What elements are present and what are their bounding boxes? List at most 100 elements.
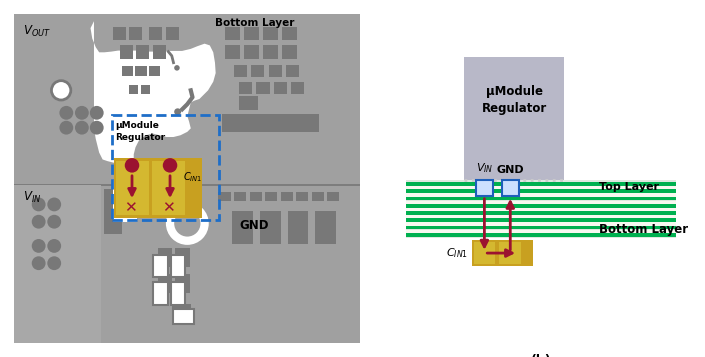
Circle shape bbox=[174, 108, 181, 115]
Text: $C_{IN1}$: $C_{IN1}$ bbox=[183, 170, 203, 183]
Bar bbox=[406, 208, 676, 211]
Circle shape bbox=[174, 65, 180, 71]
Bar bbox=[173, 309, 195, 324]
Text: GND: GND bbox=[496, 165, 524, 175]
Bar bbox=[15, 185, 101, 343]
Bar bbox=[222, 114, 319, 132]
Circle shape bbox=[75, 106, 89, 120]
Bar bbox=[171, 282, 185, 305]
Text: ✕: ✕ bbox=[162, 200, 175, 215]
Bar bbox=[476, 180, 493, 196]
Text: $V_{IN}$: $V_{IN}$ bbox=[23, 190, 42, 205]
Bar bbox=[406, 215, 676, 218]
Bar bbox=[406, 233, 676, 237]
Circle shape bbox=[90, 121, 104, 135]
Circle shape bbox=[90, 106, 104, 120]
Circle shape bbox=[32, 215, 46, 228]
Bar bbox=[113, 27, 126, 40]
Text: $C_{IN1}$: $C_{IN1}$ bbox=[446, 246, 468, 260]
Circle shape bbox=[174, 210, 200, 237]
Bar bbox=[153, 45, 166, 59]
Text: (b): (b) bbox=[531, 354, 551, 357]
Circle shape bbox=[125, 158, 140, 173]
Circle shape bbox=[59, 121, 73, 135]
Bar bbox=[269, 65, 282, 77]
Bar bbox=[406, 186, 676, 190]
Bar bbox=[406, 182, 676, 186]
Circle shape bbox=[47, 197, 61, 211]
Text: Top Layer: Top Layer bbox=[599, 182, 659, 192]
Bar bbox=[135, 66, 147, 76]
Bar bbox=[260, 211, 281, 244]
Circle shape bbox=[47, 215, 61, 228]
Bar bbox=[265, 192, 277, 201]
Bar bbox=[274, 82, 287, 94]
Bar bbox=[149, 66, 160, 76]
Bar bbox=[283, 27, 297, 40]
Bar bbox=[312, 192, 324, 201]
Bar bbox=[245, 27, 259, 40]
Bar bbox=[166, 27, 178, 40]
Circle shape bbox=[32, 256, 46, 270]
Text: Bottom Layer: Bottom Layer bbox=[215, 18, 295, 28]
Bar bbox=[234, 192, 246, 201]
Bar bbox=[158, 273, 173, 293]
Bar bbox=[406, 204, 676, 208]
Bar bbox=[315, 211, 336, 244]
Bar bbox=[176, 248, 190, 267]
Bar bbox=[154, 255, 168, 277]
Bar bbox=[112, 115, 219, 220]
Circle shape bbox=[47, 239, 61, 253]
Bar bbox=[501, 180, 519, 196]
Circle shape bbox=[166, 202, 209, 245]
Bar bbox=[129, 27, 142, 40]
Bar bbox=[406, 201, 676, 204]
Bar bbox=[264, 27, 278, 40]
Bar bbox=[472, 240, 534, 266]
Bar bbox=[406, 189, 676, 193]
Circle shape bbox=[59, 106, 73, 120]
Bar bbox=[226, 45, 240, 59]
Bar bbox=[239, 82, 252, 94]
Bar bbox=[406, 230, 676, 233]
Circle shape bbox=[32, 197, 46, 211]
Circle shape bbox=[75, 121, 89, 135]
Bar bbox=[239, 96, 258, 110]
Bar bbox=[251, 65, 264, 77]
Bar bbox=[406, 197, 676, 201]
Bar bbox=[406, 226, 676, 230]
Bar bbox=[154, 282, 168, 305]
Text: Bottom Layer: Bottom Layer bbox=[599, 223, 688, 236]
Bar bbox=[257, 82, 269, 94]
Bar bbox=[406, 211, 676, 215]
Bar bbox=[172, 304, 191, 317]
Circle shape bbox=[51, 81, 70, 100]
Bar bbox=[234, 65, 247, 77]
Bar bbox=[149, 27, 162, 40]
Text: ✕: ✕ bbox=[124, 200, 137, 215]
Bar bbox=[406, 218, 676, 222]
Bar bbox=[113, 180, 137, 222]
Bar bbox=[499, 242, 521, 264]
Bar bbox=[464, 57, 565, 180]
Bar bbox=[245, 45, 259, 59]
Bar bbox=[116, 161, 149, 215]
Circle shape bbox=[163, 158, 177, 173]
Bar bbox=[232, 211, 253, 244]
Bar bbox=[296, 192, 308, 201]
Text: GND: GND bbox=[239, 218, 269, 232]
Bar bbox=[136, 45, 149, 59]
Bar bbox=[250, 192, 262, 201]
Bar bbox=[104, 189, 122, 234]
Bar bbox=[281, 192, 293, 201]
Bar bbox=[406, 222, 676, 226]
Text: $V_{OUT}$: $V_{OUT}$ bbox=[23, 24, 51, 39]
Bar bbox=[291, 82, 304, 94]
Bar bbox=[474, 242, 495, 264]
Bar bbox=[288, 211, 308, 244]
Text: $V_{IN}$: $V_{IN}$ bbox=[476, 161, 493, 175]
Bar bbox=[283, 45, 297, 59]
Polygon shape bbox=[90, 21, 216, 163]
Bar bbox=[122, 66, 133, 76]
Bar bbox=[226, 27, 240, 40]
